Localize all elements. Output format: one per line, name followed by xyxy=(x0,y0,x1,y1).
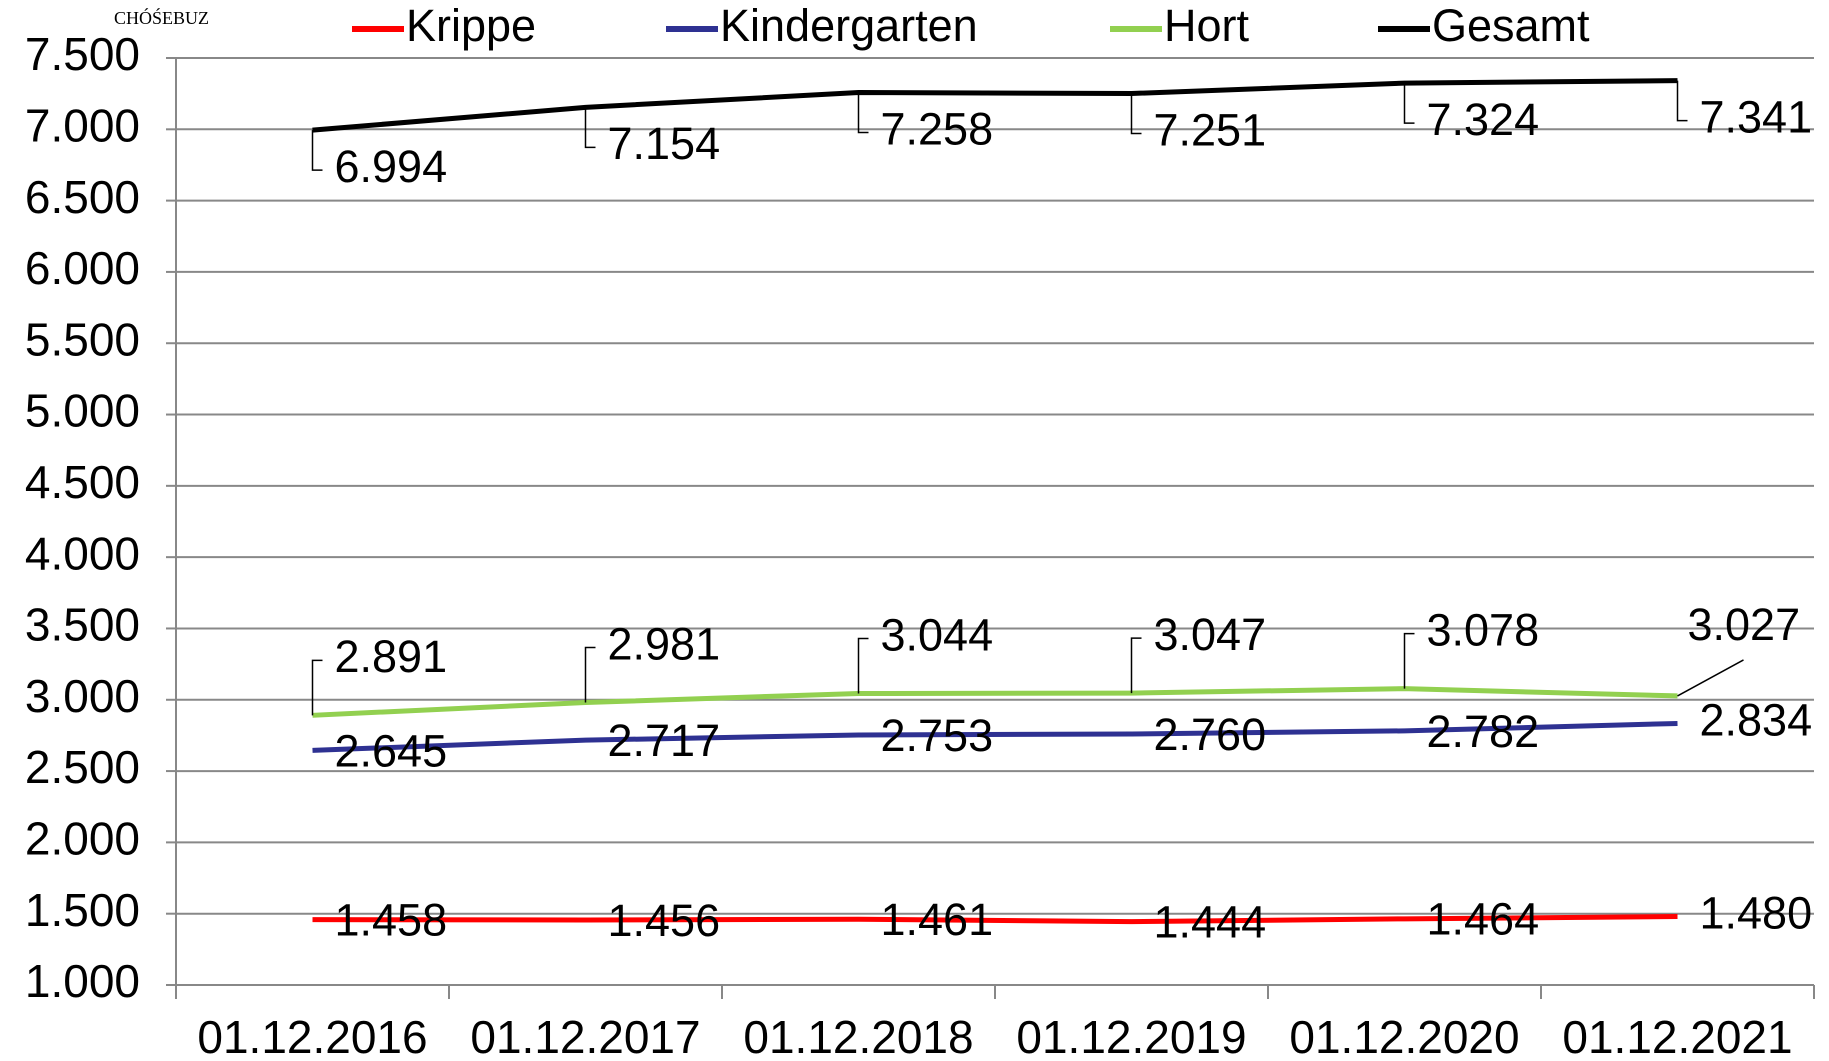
x-tick-label: 01.12.2017 xyxy=(470,1011,700,1061)
y-tick-label: 5.000 xyxy=(25,385,140,437)
x-tick-label: 01.12.2019 xyxy=(1016,1011,1246,1061)
x-tick-label: 01.12.2021 xyxy=(1562,1011,1792,1061)
data-label: 3.078 xyxy=(1427,605,1540,656)
data-label: 2.891 xyxy=(335,631,448,682)
data-label: 1.444 xyxy=(1154,897,1267,948)
leader-line xyxy=(1405,83,1415,123)
x-tick-label: 01.12.2018 xyxy=(743,1011,973,1061)
leader-line xyxy=(1405,634,1415,689)
data-label: 1.464 xyxy=(1427,894,1540,945)
data-label: 2.981 xyxy=(608,618,721,669)
leader-line xyxy=(1678,660,1744,696)
y-tick-label: 7.000 xyxy=(25,99,140,151)
data-label: 1.480 xyxy=(1700,887,1813,938)
leader-line xyxy=(586,107,596,147)
watermark: CHÓŚEBUZ xyxy=(114,7,209,28)
y-tick-label: 2.500 xyxy=(25,741,140,793)
data-label: 2.717 xyxy=(608,715,721,766)
x-tick-label: 01.12.2020 xyxy=(1289,1011,1519,1061)
data-label: 2.753 xyxy=(881,710,994,761)
y-tick-label: 5.500 xyxy=(25,313,140,365)
leader-line xyxy=(313,130,323,170)
data-label: 2.760 xyxy=(1154,709,1267,760)
data-label: 7.154 xyxy=(608,118,721,169)
leader-line xyxy=(859,638,869,693)
data-label: 7.251 xyxy=(1154,104,1267,155)
legend-label: Krippe xyxy=(406,0,536,51)
y-tick-label: 1.000 xyxy=(25,955,140,1007)
data-label: 3.027 xyxy=(1688,599,1801,650)
y-tick-label: 1.500 xyxy=(25,884,140,936)
leader-line xyxy=(1132,94,1142,134)
y-tick-label: 7.500 xyxy=(25,28,140,80)
leader-line xyxy=(586,647,596,702)
data-label: 7.258 xyxy=(881,103,994,154)
y-tick-label: 4.000 xyxy=(25,527,140,579)
data-label: 2.782 xyxy=(1427,706,1540,757)
leader-line xyxy=(1678,81,1688,121)
y-tick-label: 3.500 xyxy=(25,599,140,651)
data-label: 3.047 xyxy=(1154,609,1267,660)
leader-line xyxy=(1132,638,1142,693)
chart: CHÓŚEBUZ 1.000 1.500 2.000 2.500 3.000 3.500 4… xyxy=(0,0,1829,1061)
y-tick-label: 6.500 xyxy=(25,171,140,223)
data-label: 2.834 xyxy=(1700,694,1813,745)
legend-label: Hort xyxy=(1164,0,1250,51)
x-tick-label: 01.12.2016 xyxy=(197,1011,427,1061)
data-label: 6.994 xyxy=(335,141,448,192)
legend-label: Kindergarten xyxy=(720,0,978,51)
data-label: 3.044 xyxy=(881,609,994,660)
leader-line xyxy=(313,660,323,715)
y-tick-label: 6.000 xyxy=(25,242,140,294)
data-label: 1.458 xyxy=(335,895,448,946)
y-tick-label: 2.000 xyxy=(25,813,140,865)
y-tick-label: 3.000 xyxy=(25,670,140,722)
data-label: 1.461 xyxy=(881,894,994,945)
legend-label: Gesamt xyxy=(1432,0,1590,51)
leader-line xyxy=(859,93,869,133)
data-label: 2.645 xyxy=(335,725,448,776)
data-label: 7.341 xyxy=(1700,92,1813,143)
y-tick-label: 4.500 xyxy=(25,456,140,508)
data-label: 1.456 xyxy=(608,895,721,946)
data-label: 7.324 xyxy=(1427,94,1540,145)
